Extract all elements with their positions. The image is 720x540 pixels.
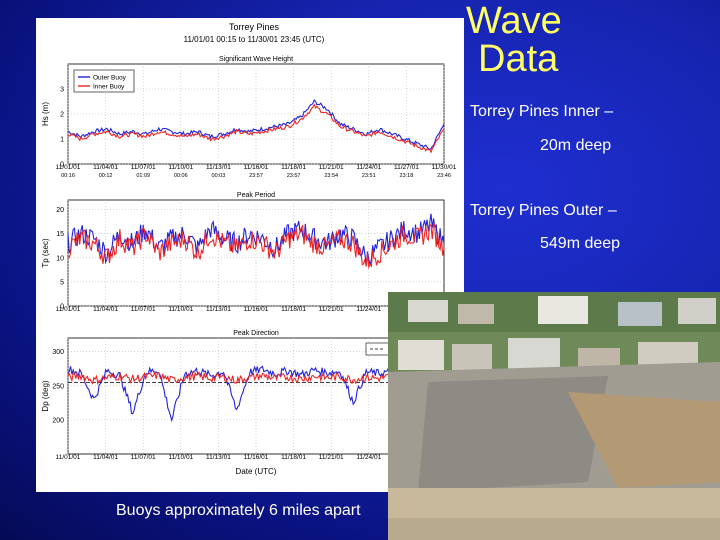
slide-title: Wave Data — [466, 2, 646, 78]
x-tick-time: 23:57 — [249, 173, 263, 179]
x-tick-label: 11/21/01 — [319, 164, 344, 171]
y-axis-label: Hs (m) — [41, 102, 50, 126]
x-tick-time: 23:18 — [400, 173, 414, 179]
x-tick-label: 11/21/01 — [319, 454, 344, 461]
y-tick-label: 15 — [56, 231, 64, 238]
y-tick-label: 3 — [60, 87, 64, 94]
y-tick-label: 200 — [52, 417, 64, 424]
x-tick-label: 11/13/01 — [206, 306, 231, 313]
y-tick-label: 0 — [60, 162, 64, 169]
x-tick-label: 11/07/01 — [131, 454, 156, 461]
x-tick-time: 00:12 — [99, 173, 113, 179]
panel-title: Peak Direction — [233, 330, 279, 337]
x-tick-label: 11/16/01 — [244, 306, 269, 313]
series-line-inner-buoy — [67, 370, 445, 386]
y-axis-label: Dp (deg) — [41, 380, 50, 411]
x-tick-time: 00:06 — [174, 173, 188, 179]
series-line-outer-buoy — [67, 365, 445, 423]
wave-data-figure: Torrey Pines 11/01/01 00:15 to 11/30/01 2… — [36, 18, 464, 492]
x-tick-label: 11/07/01 — [131, 306, 156, 313]
chart-title: Torrey Pines — [229, 22, 280, 32]
legend-label: Outer Buoy — [93, 75, 127, 82]
x-tick-time: 23:51 — [362, 173, 376, 179]
x-tick-label: 11/24/01 — [356, 164, 381, 171]
series-line-outer-buoy — [67, 98, 445, 150]
x-tick-label: 11/04/01 — [93, 306, 118, 313]
x-tick-time: 23:46 — [437, 173, 451, 179]
panel-title: Significant Wave Height — [219, 56, 293, 63]
y-tick-label: 2 — [60, 112, 64, 119]
slide-title-line1: Wave — [466, 0, 562, 42]
x-tick-label: 11/16/01 — [244, 454, 269, 461]
x-tick-label: 11/01/01 — [56, 306, 81, 313]
series-line-inner-buoy — [67, 222, 445, 270]
x-tick-time: 00:16 — [61, 173, 75, 179]
x-tick-time: 00:03 — [212, 173, 226, 179]
slide-caption: Buoys approximately 6 miles apart — [116, 502, 361, 519]
x-tick-time: 01:09 — [136, 173, 150, 179]
x-axis-label: Date (UTC) — [236, 467, 277, 476]
bullet-outer-buoy: Torrey Pines Outer – — [470, 202, 617, 219]
x-tick-label: 11/21/01 — [319, 306, 344, 313]
x-tick-time: 23:57 — [287, 173, 301, 179]
x-tick-label: 11/24/01 — [356, 454, 381, 461]
y-tick-label: 5 — [60, 279, 64, 286]
y-tick-label: 250 — [52, 383, 64, 390]
x-tick-label: 11/18/01 — [281, 306, 306, 313]
bullet-inner-depth: 20m deep — [540, 137, 612, 154]
y-tick-label: 20 — [56, 207, 64, 214]
x-tick-label: 11/04/01 — [93, 164, 118, 171]
panel-title: Peak Period — [237, 192, 275, 199]
x-tick-label: 11/16/01 — [244, 164, 269, 171]
x-tick-label: 11/24/01 — [356, 306, 381, 313]
series-line-inner-buoy — [67, 103, 445, 154]
bullet-outer-depth: 549m deep — [540, 235, 621, 252]
x-tick-label: 11/01/01 — [56, 164, 81, 171]
x-tick-label: 11/04/01 — [93, 454, 118, 461]
x-tick-label: 11/27/01 — [394, 164, 419, 171]
x-tick-label: 11/07/01 — [131, 164, 156, 171]
x-tick-label: 11/10/01 — [168, 306, 193, 313]
y-tick-label: 1 — [60, 137, 64, 144]
x-tick-label: 11/30/01 — [432, 164, 457, 171]
slide-title-line2: Data — [478, 38, 559, 80]
x-tick-label: 11/10/01 — [168, 454, 193, 461]
beach-cliff-photo — [388, 292, 720, 540]
y-tick-label: 10 — [56, 255, 64, 262]
x-tick-label: 11/18/01 — [281, 164, 306, 171]
x-tick-label: 11/13/01 — [206, 164, 231, 171]
bullet-inner-buoy: Torrey Pines Inner – — [470, 103, 614, 120]
y-tick-label: 300 — [52, 349, 64, 356]
legend-label: Inner Buoy — [93, 84, 125, 91]
x-tick-label: 11/13/01 — [206, 454, 231, 461]
y-axis-label: Tp (sec) — [41, 238, 50, 268]
x-tick-label: 11/10/01 — [168, 164, 193, 171]
x-tick-time: 23:54 — [324, 173, 338, 179]
x-tick-label: 11/18/01 — [281, 454, 306, 461]
chart-subtitle: 11/01/01 00:15 to 11/30/01 23:45 (UTC) — [184, 35, 325, 44]
x-tick-label: 11/01/01 — [56, 454, 81, 461]
y-tick-label: 0 — [60, 304, 64, 311]
